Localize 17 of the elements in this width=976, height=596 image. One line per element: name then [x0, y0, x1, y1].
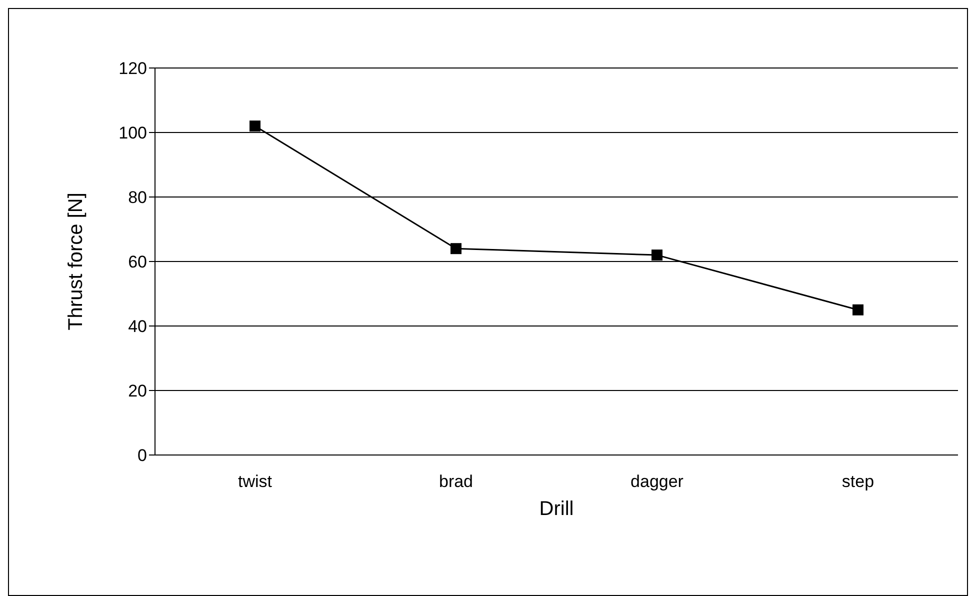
- y-axis-title: Thrust force [N]: [65, 192, 88, 330]
- x-axis-title: Drill: [539, 498, 574, 520]
- y-tick-label: 120: [118, 59, 147, 78]
- y-tick-label: 80: [128, 188, 147, 208]
- y-tick-label: 40: [128, 317, 147, 336]
- x-tick-label: twist: [238, 472, 272, 492]
- point: [852, 304, 864, 316]
- point: [250, 120, 260, 132]
- point: [652, 250, 662, 261]
- y-tick-label: 20: [128, 382, 147, 401]
- y-tick-label: 0: [138, 446, 147, 466]
- x-tick-label: dagger: [630, 472, 684, 492]
- x-tick-label: step: [842, 472, 874, 492]
- y-tick-label: 60: [128, 252, 147, 272]
- y-tick-label: 100: [118, 124, 147, 143]
- x-tick-label: brad: [438, 472, 474, 492]
- point: [450, 243, 462, 254]
